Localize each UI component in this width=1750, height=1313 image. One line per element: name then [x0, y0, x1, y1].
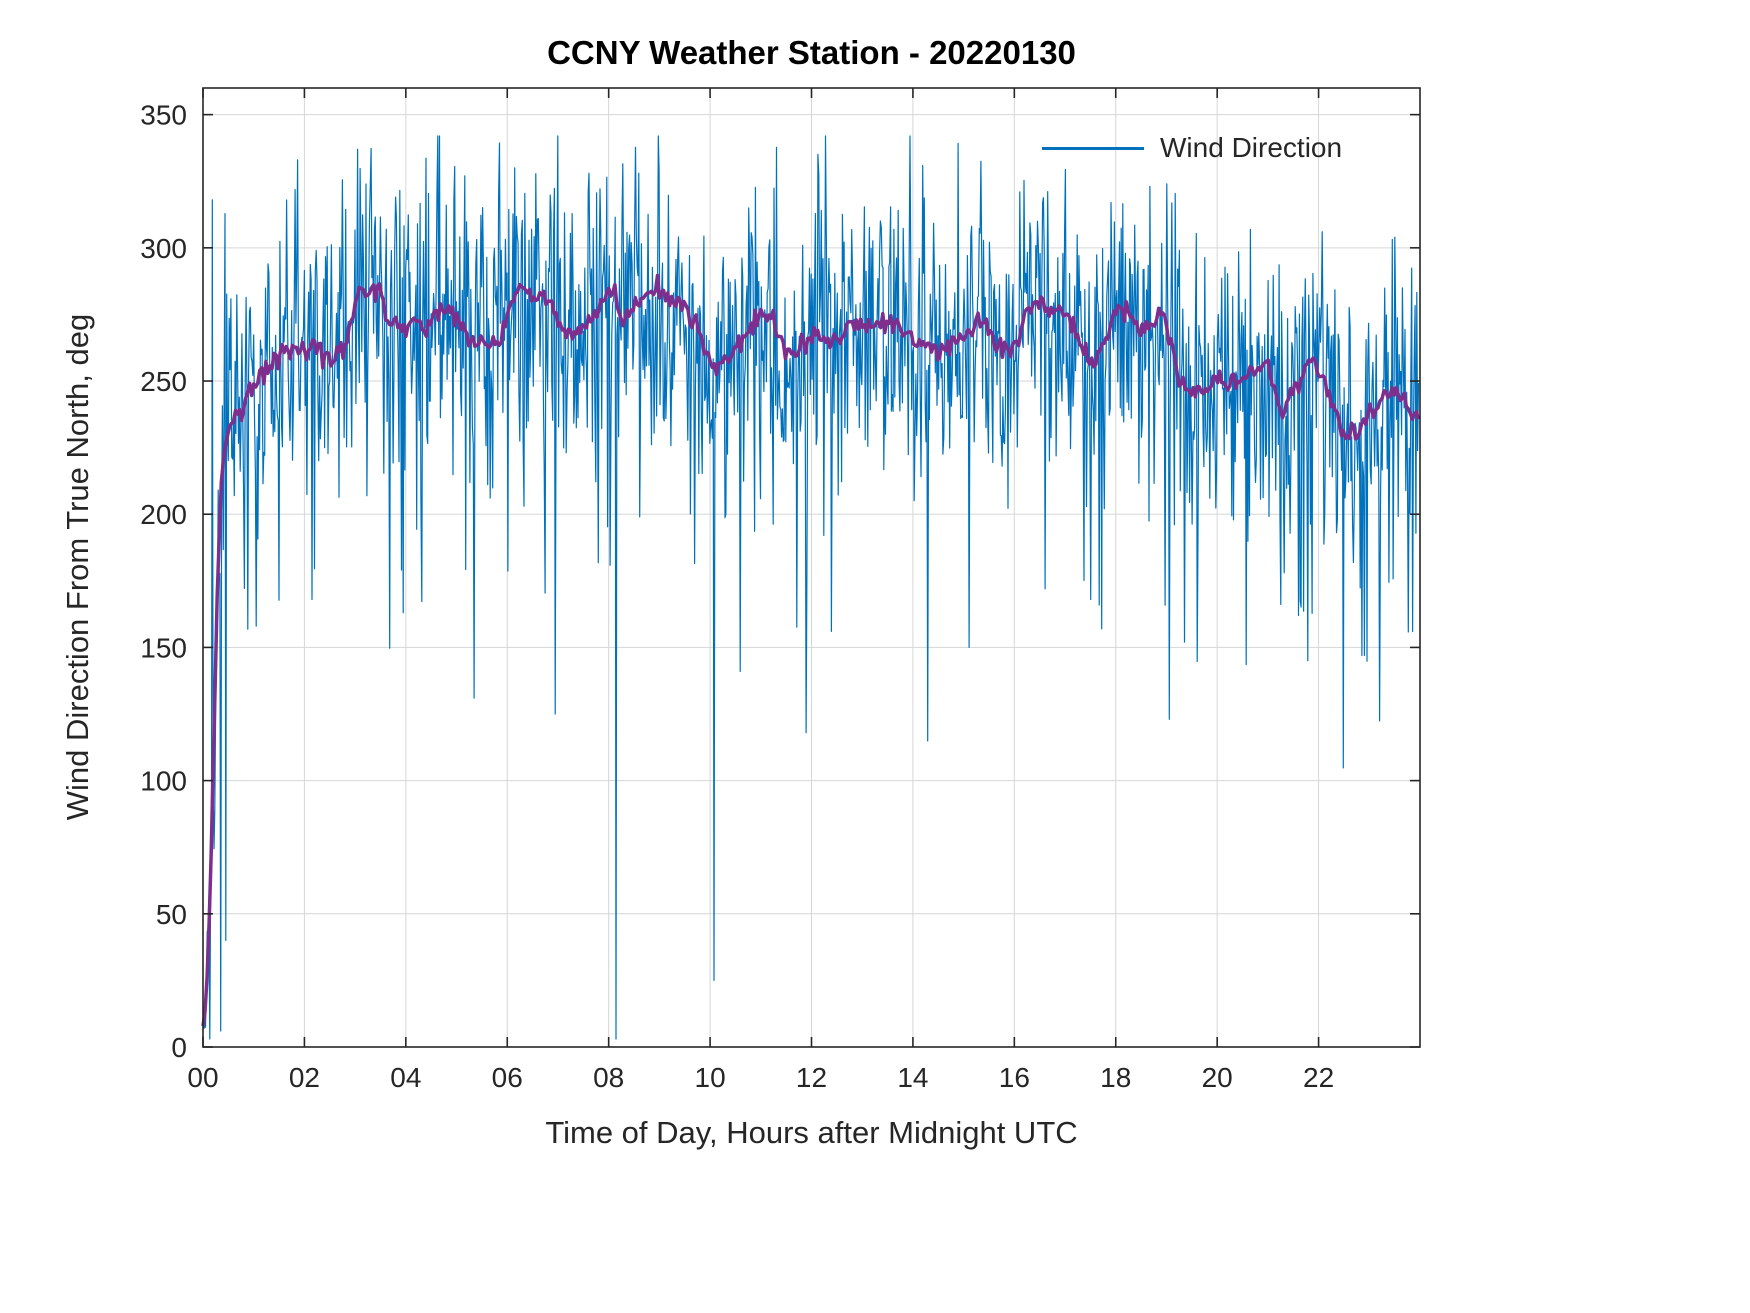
x-tick-label: 00 — [187, 1062, 218, 1093]
y-axis-label: Wind Direction From True North, deg — [60, 313, 95, 821]
smoothed-wind-direction-line — [201, 273, 1421, 1027]
y-tick-label: 200 — [140, 499, 187, 530]
x-axis-label: Time of Day, Hours after Midnight UTC — [545, 1115, 1078, 1150]
y-tick-label: 350 — [140, 100, 187, 131]
x-tick-label: 02 — [289, 1062, 320, 1093]
x-tick-label: 06 — [492, 1062, 523, 1093]
chart-title: CCNY Weather Station - 20220130 — [547, 34, 1076, 71]
raw-wind-direction-line — [202, 135, 1420, 1040]
y-tick-label: 100 — [140, 766, 187, 797]
x-tick-label: 10 — [695, 1062, 726, 1093]
y-tick-label: 250 — [140, 366, 187, 397]
y-tick-label: 300 — [140, 233, 187, 264]
x-tick-label: 14 — [897, 1062, 928, 1093]
y-tick-label: 150 — [140, 632, 187, 663]
x-tick-label: 04 — [390, 1062, 421, 1093]
x-tick-label: 16 — [999, 1062, 1030, 1093]
x-tick-label: 08 — [593, 1062, 624, 1093]
x-tick-label: 20 — [1202, 1062, 1233, 1093]
y-tick-label: 50 — [156, 899, 187, 930]
legend-line-sample — [1042, 146, 1144, 150]
x-tick-label: 22 — [1303, 1062, 1334, 1093]
y-tick-label: 0 — [171, 1032, 187, 1063]
legend: Wind Direction — [1042, 132, 1342, 164]
legend-label: Wind Direction — [1160, 132, 1343, 163]
x-tick-label: 12 — [796, 1062, 827, 1093]
x-tick-label: 18 — [1100, 1062, 1131, 1093]
